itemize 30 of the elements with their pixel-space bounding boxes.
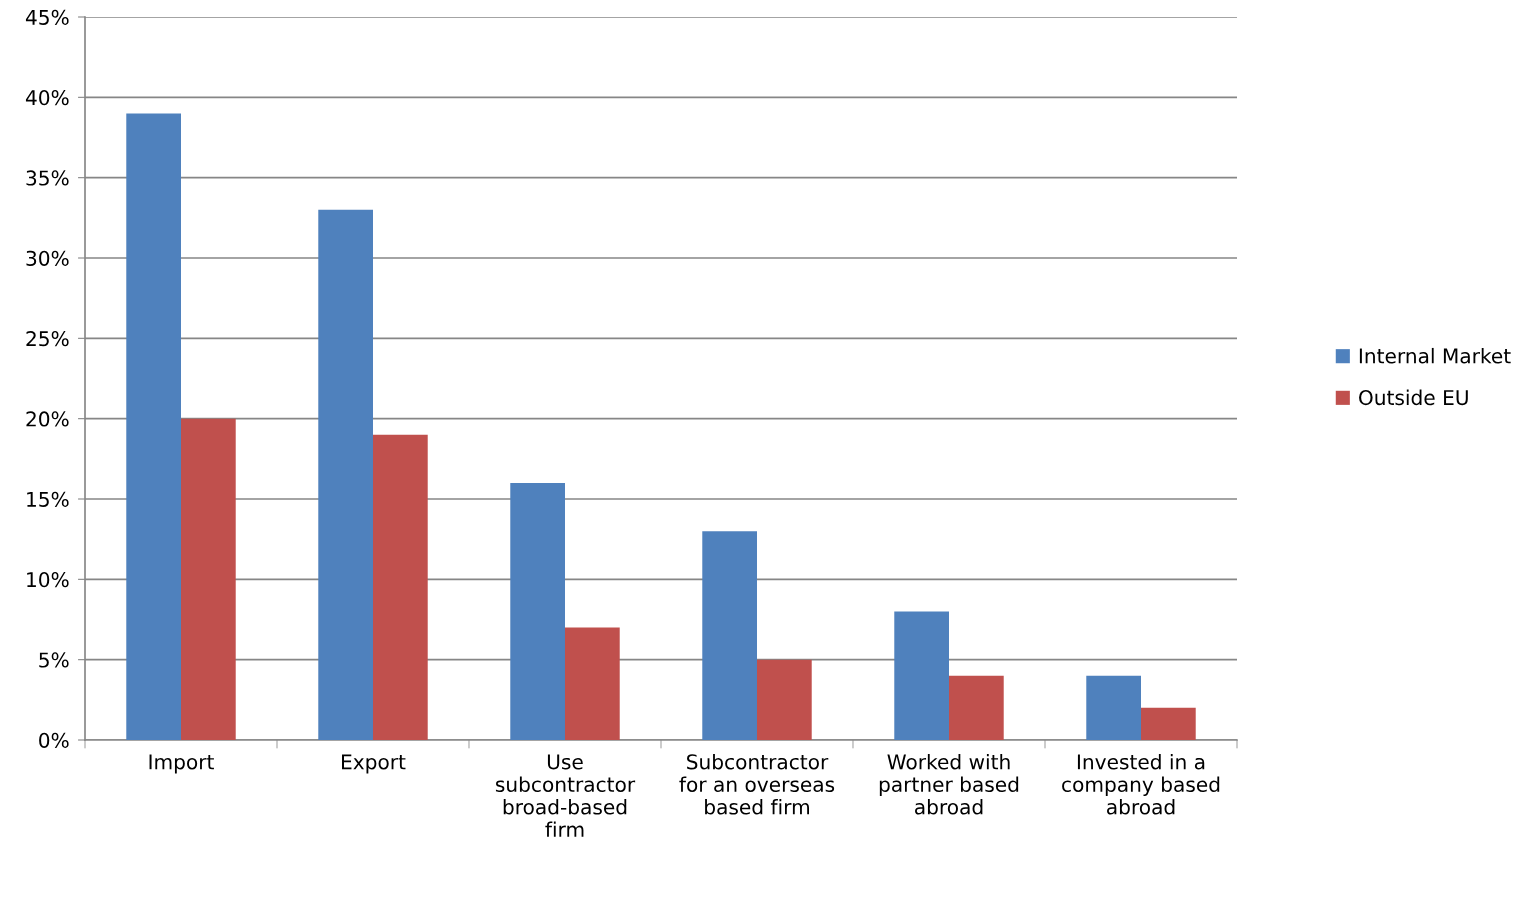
bar [757, 659, 812, 740]
bar [565, 627, 620, 740]
bar [702, 531, 757, 740]
bar [894, 611, 949, 740]
bar [373, 434, 428, 740]
legend-label: Internal Market [1359, 347, 1511, 364]
y-tick-label: 40% [25, 90, 69, 106]
x-tick-label: Use subcontractor broad-based firm [495, 754, 636, 837]
bar [1086, 675, 1141, 740]
y-tick-label: 20% [26, 411, 69, 427]
y-tick-label: 0% [39, 732, 69, 748]
bar [126, 113, 181, 740]
x-tick-label: Invested in a company based abroad [1062, 753, 1220, 815]
y-tick-label: 30% [26, 250, 69, 266]
y-tick-label: 15% [27, 491, 69, 507]
y-tick-label: 25% [26, 331, 69, 347]
x-tick-label: Worked with partner based abroad [879, 753, 1019, 815]
y-tick-label: 5% [39, 652, 69, 668]
y-tick-label: 35% [26, 170, 69, 186]
y-tick-label: 45% [25, 9, 69, 25]
y-tick-label: 10% [27, 572, 69, 588]
bar [1141, 707, 1196, 740]
legend-label: Outside EU [1359, 389, 1468, 406]
x-tick-label: Export [342, 754, 406, 774]
x-tick-label: Import [149, 754, 214, 774]
bar [949, 675, 1004, 740]
bar [510, 482, 565, 740]
bar [181, 418, 236, 740]
bar [318, 209, 373, 740]
x-tick-label: Subcontractor for an overseas based firm [679, 753, 835, 815]
